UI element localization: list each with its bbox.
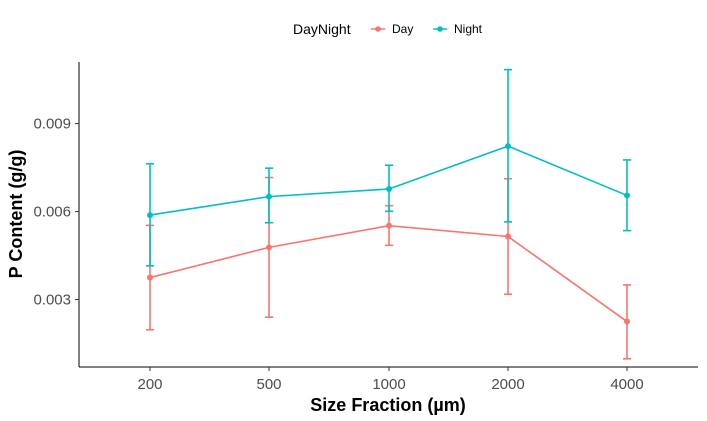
y-axis-title: P Content (g/g) (6, 150, 26, 279)
day-point (266, 244, 272, 251)
series-night (146, 68, 631, 267)
x-tick-label: 4000 (610, 376, 643, 393)
legend-key-point-night (437, 26, 443, 32)
night-point (266, 193, 272, 200)
plot-area: 0.003 0.006 0.009 200 500 1000 2000 4000 (33, 62, 698, 393)
y-tick-label: 0.003 (33, 292, 71, 309)
night-point (624, 192, 630, 199)
night-point (147, 212, 153, 219)
x-tick-label: 1000 (372, 376, 405, 393)
legend-title: DayNight (293, 21, 351, 37)
x-axis-title: Size Fraction (µm) (310, 395, 465, 415)
y-tick-label: 0.006 (33, 204, 71, 221)
x-tick-label: 500 (256, 376, 281, 393)
day-point (624, 318, 630, 325)
legend-key-point-day (375, 26, 381, 32)
day-point (147, 274, 153, 281)
legend: DayNight Day Night (293, 21, 483, 37)
night-point (386, 185, 392, 192)
night-point (505, 143, 511, 150)
x-tick-label: 2000 (491, 376, 524, 393)
y-tick-label: 0.009 (33, 116, 71, 133)
series-day (146, 176, 631, 360)
day-point (505, 233, 511, 240)
legend-label-day: Day (392, 22, 413, 36)
x-tick-label: 200 (137, 376, 162, 393)
legend-label-night: Night (454, 22, 483, 36)
day-point (386, 222, 392, 229)
